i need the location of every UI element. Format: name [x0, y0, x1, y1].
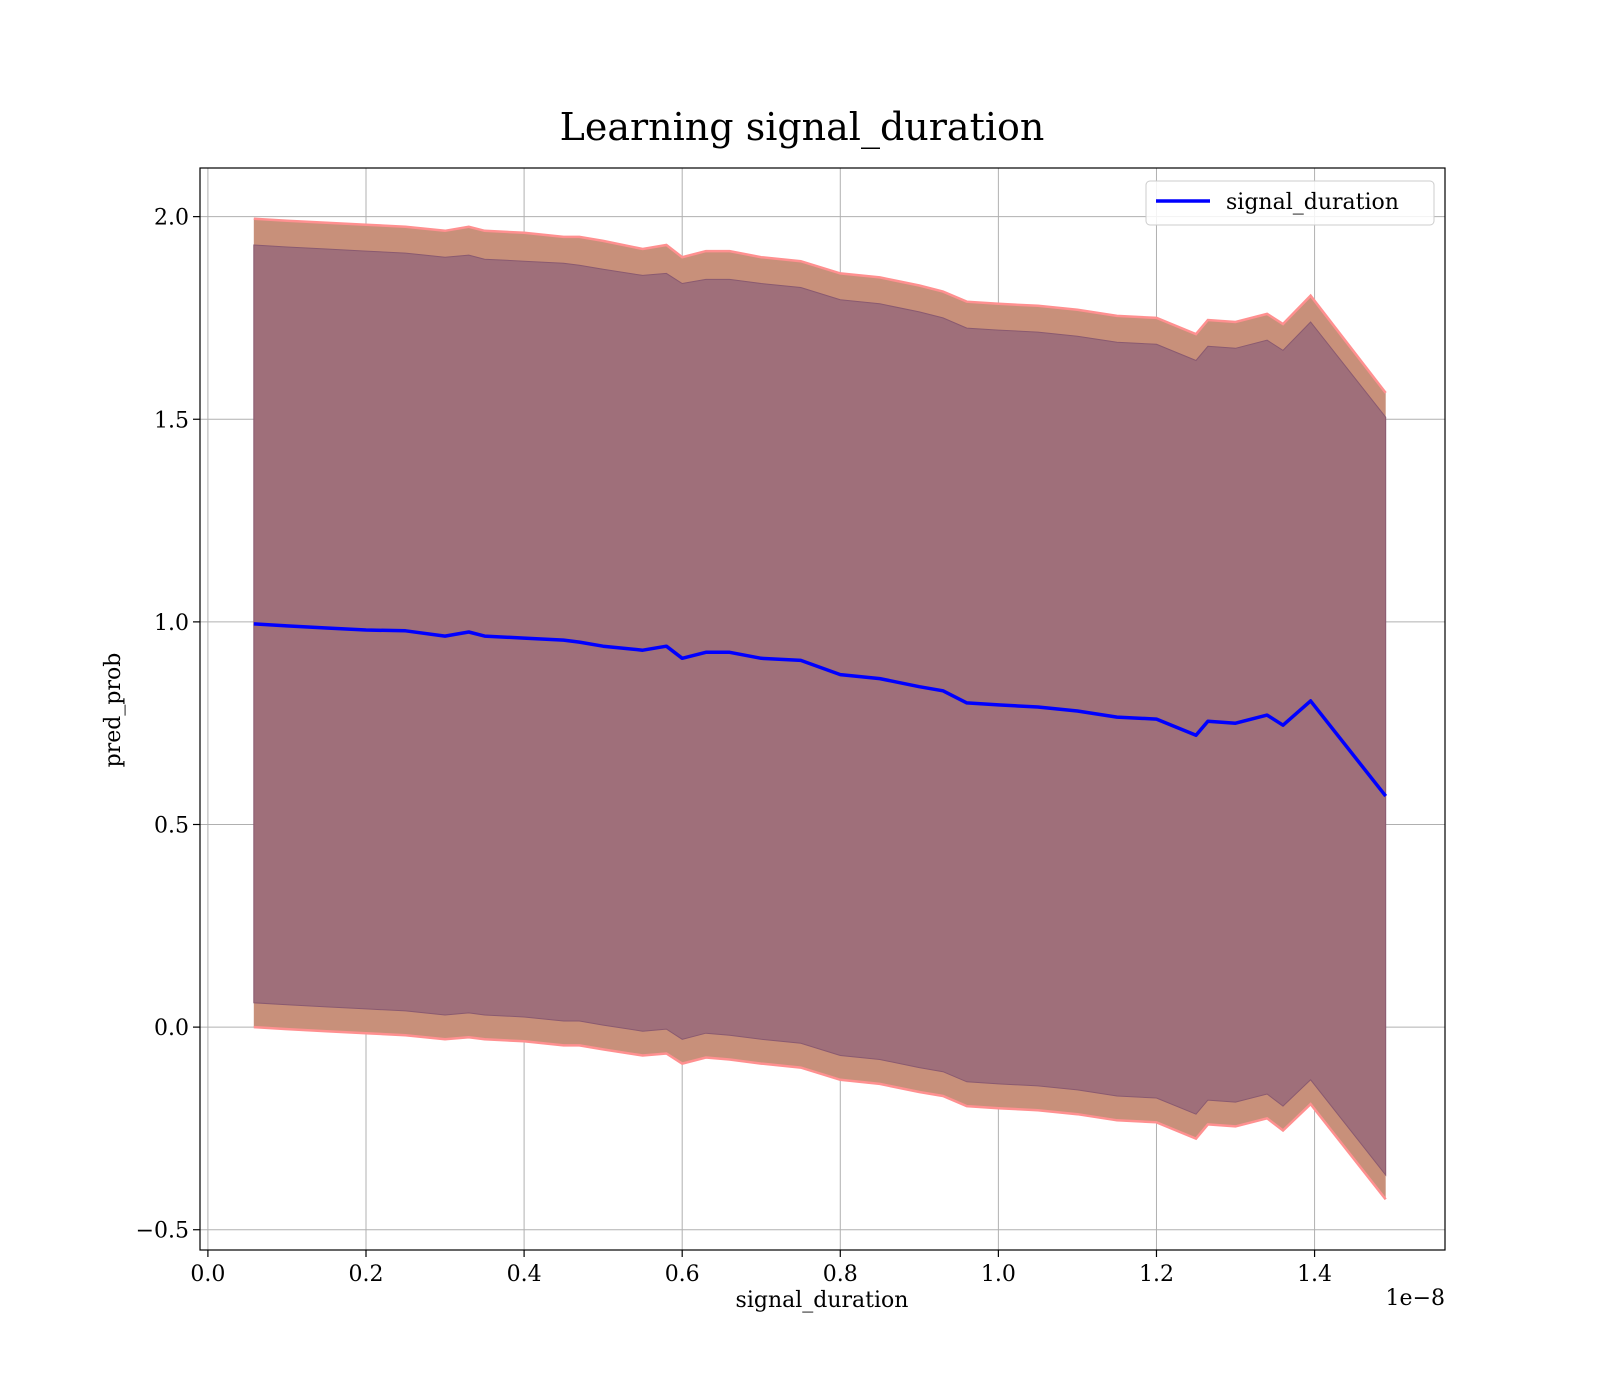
- legend-box: [1145, 180, 1435, 226]
- lines: [253, 622, 1388, 798]
- y-tick-label-4: 1.5: [154, 408, 189, 433]
- y-tick-label-0: −0.5: [136, 1219, 189, 1244]
- inner-confidence-band: [253, 244, 1387, 1177]
- chart-title: Learning signal_duration: [560, 105, 1045, 150]
- y-tick-label-5: 2.0: [154, 206, 189, 231]
- x-tick-label-4: 0.8: [823, 1262, 858, 1287]
- x-tick-label-5: 1.0: [981, 1262, 1016, 1287]
- plot-frame: [199, 167, 1446, 1251]
- x-tick-label-2: 0.4: [507, 1262, 542, 1287]
- x-tick-label-7: 1.4: [1297, 1262, 1332, 1287]
- x-tick-label-1: 0.2: [349, 1262, 384, 1287]
- ticks: 0.0 0.2 0.4 0.6 0.8 1.0 1.2 1.4−0.50.00.51.01.5…: [136, 206, 1332, 1287]
- legend: signal_duration: [1145, 180, 1435, 226]
- x-tick-label-3: 0.6: [665, 1262, 700, 1287]
- x-tick-label-0: 0.0: [190, 1262, 225, 1287]
- outer-band-lower-edge: [253, 1025, 1387, 1201]
- y-tick-label-1: 0.0: [154, 1016, 189, 1041]
- y-tick-label-3: 1.0: [154, 611, 189, 636]
- y-axis-label: pred_prob: [101, 653, 126, 768]
- x-offset-text: 1e−8: [1386, 1286, 1445, 1311]
- x-axis-label: signal_duration: [736, 1288, 909, 1313]
- x-tick-label-6: 1.2: [1139, 1262, 1174, 1287]
- y-tick-label-2: 0.5: [154, 813, 189, 838]
- legend-entry-signal-duration: signal_duration: [1226, 190, 1399, 215]
- series-line-signal-duration: [253, 622, 1388, 798]
- outer-band-upper-edge: [253, 217, 1387, 394]
- bands: [253, 217, 1387, 1201]
